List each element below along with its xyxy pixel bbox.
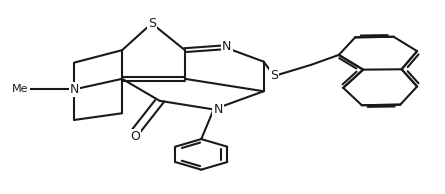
Text: Me: Me — [12, 84, 29, 94]
Text: N: N — [70, 83, 79, 96]
Text: N: N — [214, 103, 223, 116]
Text: O: O — [130, 130, 140, 143]
Text: N: N — [222, 40, 231, 53]
Text: S: S — [270, 69, 278, 82]
Text: S: S — [148, 17, 156, 30]
